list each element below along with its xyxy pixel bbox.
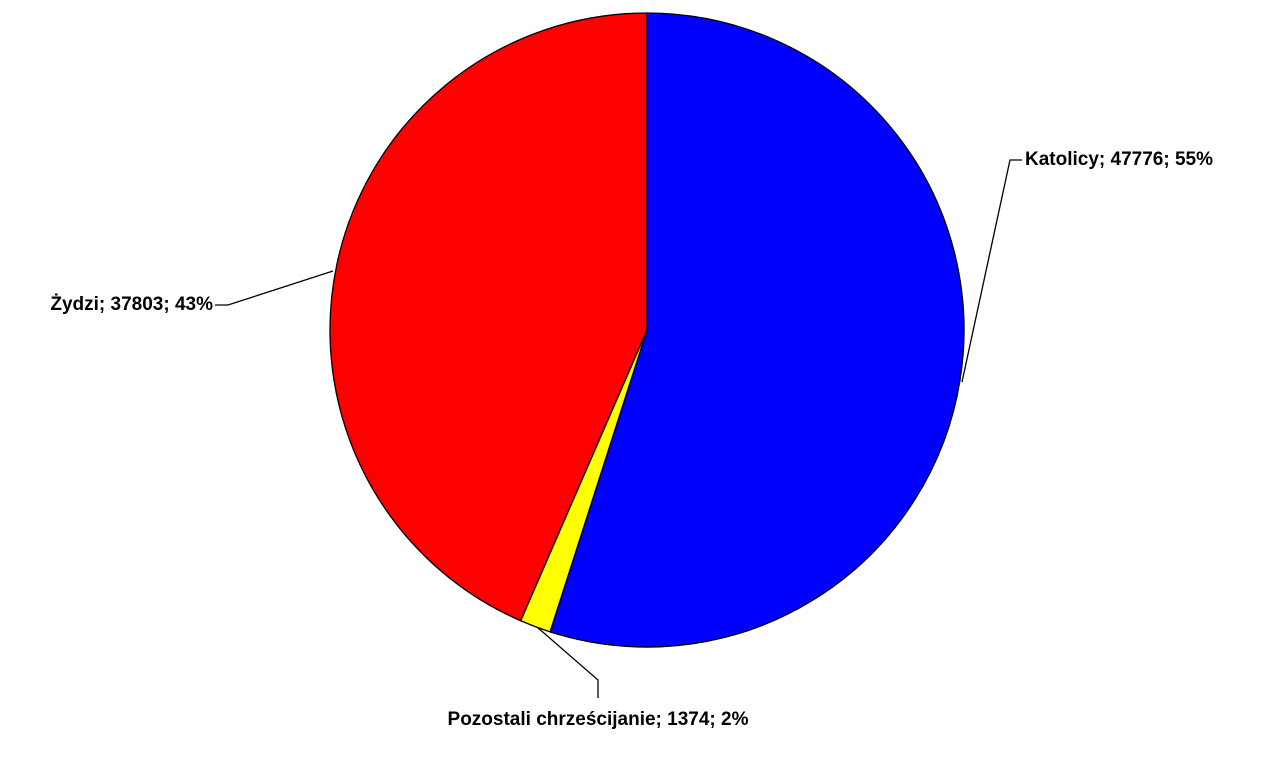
leader-line [215,270,334,306]
data-label: Katolicy; 47776; 55% [1025,149,1213,170]
pie-slice [329,12,648,622]
leader-line [536,626,599,698]
data-label: Żydzi; 37803; 43% [50,294,213,315]
leader-line [961,159,1022,383]
pie-slice [549,12,965,648]
data-label: Pozostali chrześcijanie; 1374; 2% [447,709,749,730]
